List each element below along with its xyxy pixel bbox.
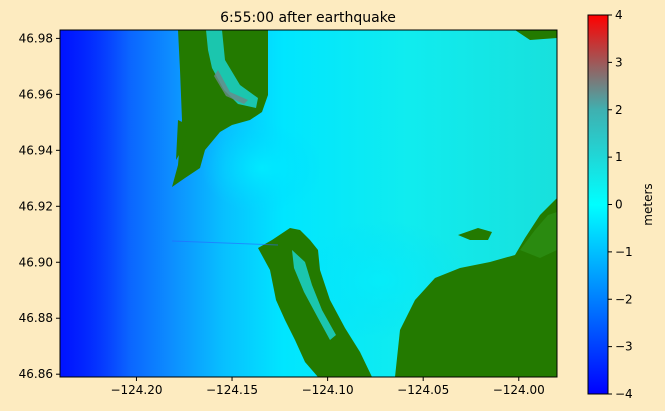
jetty-trace (171, 240, 279, 246)
north-peninsula (172, 30, 268, 187)
colorbar-tick-label: −1 (615, 245, 633, 259)
colorbar (587, 14, 609, 395)
y-tick-label: 46.90 (19, 255, 53, 269)
y-tick-label: 46.88 (19, 311, 53, 325)
colorbar-tick-label: −3 (615, 340, 633, 354)
y-axis: 46.86 46.88 46.90 46.92 46.94 46.96 46.98 (19, 31, 60, 381)
bay-surge (202, 123, 322, 213)
x-tick-label: −124.15 (206, 383, 258, 397)
x-tick-label: −124.20 (110, 383, 162, 397)
northeast-land (515, 30, 557, 40)
colorbar-tick-label: 4 (615, 8, 623, 22)
x-tick-label: −124.05 (397, 383, 449, 397)
x-axis: −124.20 −124.15 −124.10 −124.05 −124.00 (110, 377, 545, 397)
bay-island (458, 228, 492, 240)
y-tick-label: 46.98 (19, 31, 53, 45)
north-spit (176, 120, 188, 160)
colorbar-axis: 4 3 2 1 0 −1 −2 −3 −4 (608, 8, 633, 401)
southeast-mainland (395, 198, 557, 377)
chart-title: 6:55:00 after earthquake (220, 10, 396, 26)
y-tick-label: 46.86 (19, 367, 53, 381)
deep-water-shade (60, 30, 130, 377)
y-tick-label: 46.94 (19, 143, 53, 157)
colorbar-label: meters (641, 183, 655, 225)
plot-frame (59, 29, 558, 378)
north-estuary-flat (214, 70, 248, 104)
y-tick-label: 46.92 (19, 199, 53, 213)
colorbar-tick-label: 2 (615, 103, 623, 117)
colorbar-tick-label: 1 (615, 150, 623, 164)
map-area (60, 30, 557, 377)
x-tick-label: −124.10 (302, 383, 354, 397)
y-tick-label: 46.96 (19, 87, 53, 101)
colorbar-tick-label: −2 (615, 292, 633, 306)
colorbar-tick-label: −4 (615, 387, 633, 401)
south-channel (292, 250, 336, 340)
colorbar-tick-label: 0 (615, 198, 623, 212)
x-tick-label: −124.00 (493, 383, 545, 397)
southeast-hills (520, 212, 557, 258)
colorbar-tick-label: 3 (615, 55, 623, 69)
north-estuary-channel (206, 30, 258, 108)
